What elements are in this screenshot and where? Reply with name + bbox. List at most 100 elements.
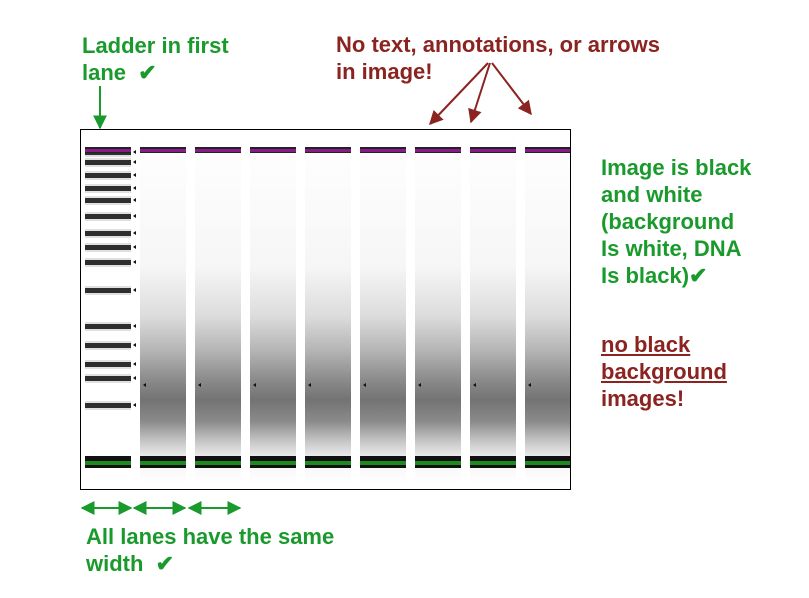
ladder-tick [133, 150, 136, 154]
ladder-tick [133, 362, 136, 366]
ladder-checkmark-icon: ✔ [138, 60, 157, 85]
ladder-tick [133, 173, 136, 177]
lower-marker-band [140, 461, 186, 465]
sample-lane [140, 134, 186, 484]
ladder-band-halo [85, 286, 131, 295]
red-arrow-3-icon [491, 62, 532, 116]
ladder-band [85, 260, 131, 265]
no-black-note-line3: images! [601, 386, 685, 411]
ladder-band-halo [85, 171, 131, 180]
ladder-tick [133, 214, 136, 218]
gel-image [80, 129, 571, 490]
ladder-tick [133, 231, 136, 235]
sample-lane [525, 134, 571, 484]
upper-marker-band [85, 149, 131, 152]
ladder-band-halo [85, 212, 131, 221]
bw-note-line3: (background [601, 209, 735, 234]
lane-peak-tick [198, 383, 201, 387]
ladder-lane [85, 134, 131, 484]
upper-marker-band [470, 149, 516, 152]
ladder-band-halo [85, 158, 131, 167]
bw-note-line2: and white [601, 182, 703, 207]
ladder-band [85, 403, 131, 408]
ladder-band [85, 214, 131, 219]
lower-marker-band [415, 461, 461, 465]
ladder-tick [133, 260, 136, 264]
ladder-band-halo [85, 196, 131, 205]
ladder-band [85, 288, 131, 293]
ladder-tick [133, 245, 136, 249]
lower-marker-band [305, 461, 351, 465]
lane-peak-tick [473, 383, 476, 387]
upper-marker-band [140, 149, 186, 152]
ladder-band [85, 245, 131, 250]
ladder-band [85, 362, 131, 367]
ladder-tick [133, 160, 136, 164]
red-arrow-1-icon [429, 62, 489, 126]
lane-peak-tick [363, 383, 366, 387]
ladder-band [85, 376, 131, 381]
ladder-band-halo [85, 258, 131, 267]
ladder-tick [133, 324, 136, 328]
no-black-note-line1: no black [601, 332, 691, 357]
ladder-band [85, 198, 131, 203]
lane-peak-tick [253, 383, 256, 387]
width-checkmark-icon: ✔ [155, 551, 175, 576]
sample-lane [470, 134, 516, 484]
lower-marker-band [525, 461, 571, 465]
ladder-band-halo [85, 322, 131, 331]
ladder-note: Ladder in first lane ✔ [82, 32, 229, 86]
ladder-tick [133, 376, 136, 380]
lane-peak-tick [418, 383, 421, 387]
bw-note-line1: Image is black [601, 155, 752, 180]
ladder-band [85, 231, 131, 236]
lower-marker-band [360, 461, 406, 465]
ladder-band [85, 324, 131, 329]
lane-peak-tick [528, 383, 531, 387]
ladder-band-halo [85, 243, 131, 252]
ladder-band-halo [85, 184, 131, 193]
upper-marker-band [525, 149, 571, 152]
ladder-band-halo [85, 374, 131, 383]
sample-lane [415, 134, 461, 484]
ladder-band-halo [85, 360, 131, 369]
lower-marker-band [195, 461, 241, 465]
no-text-note-line1: No text, annotations, or arrows [336, 32, 660, 57]
ladder-band [85, 173, 131, 178]
lane-peak-tick [143, 383, 146, 387]
ladder-note-line2: lane [82, 60, 127, 85]
ladder-band-halo [85, 341, 131, 350]
lane-width-note: All lanes have the same width ✔ [86, 523, 334, 577]
ladder-band-halo [85, 401, 131, 410]
ladder-band-halo [85, 229, 131, 238]
lower-marker-band [470, 461, 516, 465]
lower-marker-band [85, 461, 131, 465]
ladder-tick [133, 288, 136, 292]
sample-lane [305, 134, 351, 484]
no-text-note-line2: in image! [336, 59, 433, 84]
gel-lanes [85, 134, 571, 484]
upper-marker-band [195, 149, 241, 152]
upper-marker-band [415, 149, 461, 152]
ladder-tick [133, 186, 136, 190]
upper-marker-band [250, 149, 296, 152]
ladder-note-line1: Ladder in first [82, 33, 229, 58]
ladder-tick [133, 198, 136, 202]
lane-peak-tick [308, 383, 311, 387]
bw-checkmark-icon: ✔ [689, 263, 708, 288]
red-arrow-2-icon [468, 62, 491, 124]
black-white-note: Image is black and white (background Is … [601, 154, 751, 289]
bw-note-line4: Is white, DNA [601, 236, 742, 261]
bw-note-line5: Is black) [601, 263, 690, 288]
ladder-band [85, 186, 131, 191]
no-black-note-line2: background [601, 359, 727, 384]
width-note-line2: width [86, 551, 144, 576]
lower-marker-band [250, 461, 296, 465]
upper-marker-band [305, 149, 351, 152]
sample-lane [250, 134, 296, 484]
ladder-tick [133, 403, 136, 407]
no-text-note: No text, annotations, or arrows in image… [336, 31, 660, 85]
upper-marker-band [360, 149, 406, 152]
width-note-line1: All lanes have the same [86, 524, 335, 549]
